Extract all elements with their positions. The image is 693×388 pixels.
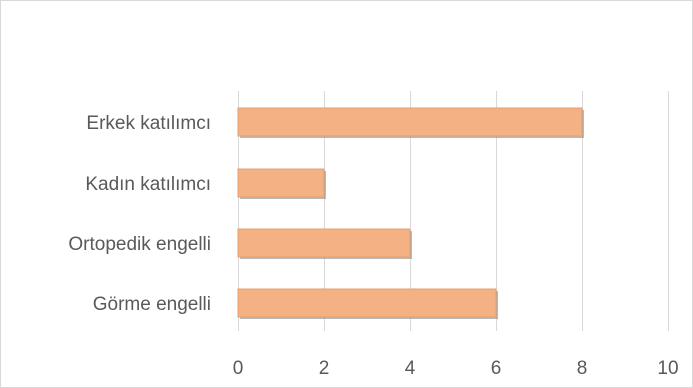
x-tick-label-2: 2 bbox=[319, 358, 330, 379]
x-tick-label-8: 8 bbox=[577, 358, 588, 379]
x-tick-label-10: 10 bbox=[657, 358, 678, 379]
bar-3 bbox=[237, 228, 411, 258]
category-label-4: Görme engelli bbox=[93, 294, 211, 315]
bar-1 bbox=[237, 107, 583, 137]
category-labels: Erkek katılımcı Kadın katılımcı Ortopedik … bbox=[68, 113, 211, 315]
category-label-2: Kadın katılımcı bbox=[85, 174, 211, 195]
bars bbox=[237, 107, 584, 319]
x-tick-label-6: 6 bbox=[491, 358, 502, 379]
x-tick-label-4: 4 bbox=[405, 358, 416, 379]
category-label-1: Erkek katılımcı bbox=[86, 113, 211, 134]
x-tick-label-0: 0 bbox=[233, 358, 244, 379]
bar-4 bbox=[237, 288, 497, 318]
category-label-3: Ortopedik engelli bbox=[68, 234, 211, 255]
bar-2 bbox=[237, 168, 325, 198]
x-axis-tick-labels: 0 2 4 6 8 10 bbox=[233, 358, 679, 379]
